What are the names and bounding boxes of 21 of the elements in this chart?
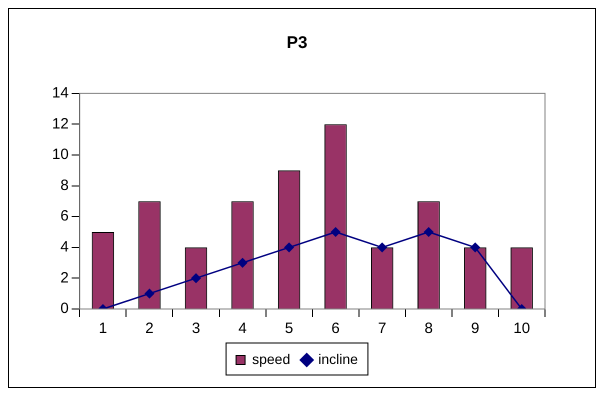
x-tick-label: 6 [331, 320, 340, 338]
x-tick-label: 1 [98, 320, 108, 338]
x-tick-label: 9 [471, 320, 480, 338]
y-tick-label: 4 [60, 238, 69, 256]
y-tick-label: 0 [60, 300, 69, 318]
legend-label: incline [318, 350, 358, 367]
y-tick-label: 6 [60, 208, 69, 225]
legend-label: speed [252, 350, 290, 367]
y-tick-label: 2 [60, 269, 69, 286]
y-tick-label: 8 [60, 176, 69, 194]
x-tick-label: 5 [284, 320, 294, 338]
x-tick-label: 2 [145, 320, 154, 338]
x-tick-label: 4 [238, 320, 247, 338]
x-tick-label: 3 [192, 320, 200, 338]
chart-title: P3 [286, 32, 308, 52]
x-tick-label: 7 [378, 320, 386, 338]
x-tick-label: 10 [513, 320, 530, 338]
y-tick-label: 14 [52, 84, 69, 102]
y-tick-label: 10 [52, 146, 69, 164]
x-tick-label: 8 [424, 320, 433, 338]
y-tick-label: 12 [52, 115, 69, 132]
